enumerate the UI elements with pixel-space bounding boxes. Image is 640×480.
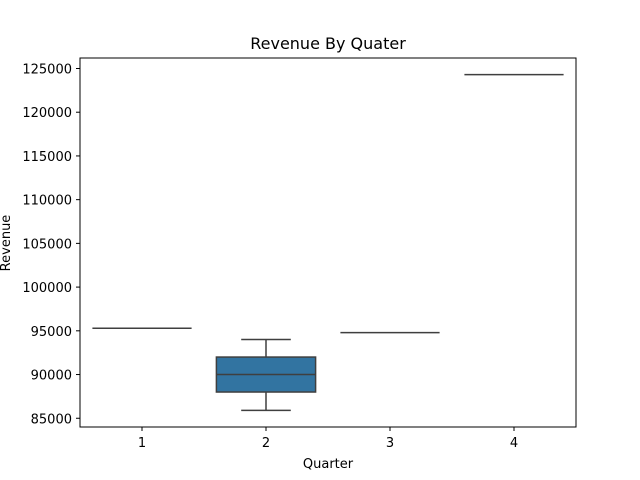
- plot-frame: [79, 57, 577, 428]
- x-tick-label: 4: [510, 436, 518, 451]
- x-axis-title: Quarter: [303, 457, 354, 472]
- y-axis-title: Revenue: [0, 215, 14, 272]
- chart-title: Revenue By Quater: [250, 34, 406, 53]
- plot-marks: [92, 73, 564, 412]
- y-tick-label: 110000: [22, 194, 72, 209]
- y-tick-label: 125000: [22, 62, 72, 77]
- y-tick-label: 95000: [31, 325, 72, 340]
- x-tick-label: 2: [262, 436, 270, 451]
- y-tick-label: 120000: [22, 106, 72, 121]
- box-group-q2: [215, 338, 317, 412]
- y-tick-label: 105000: [22, 237, 72, 252]
- y-tick-label: 85000: [31, 412, 72, 427]
- x-tick-label: 3: [386, 436, 394, 451]
- y-axis: 85000 90000 95000 100000 105000 110000 115000 1…: [22, 62, 80, 427]
- y-tick-label: 100000: [22, 281, 72, 296]
- y-tick-label: 115000: [22, 150, 72, 165]
- x-tick-label: 1: [138, 436, 146, 451]
- y-tick-label: 90000: [31, 369, 72, 384]
- x-axis: 1 2 3 4: [138, 427, 518, 451]
